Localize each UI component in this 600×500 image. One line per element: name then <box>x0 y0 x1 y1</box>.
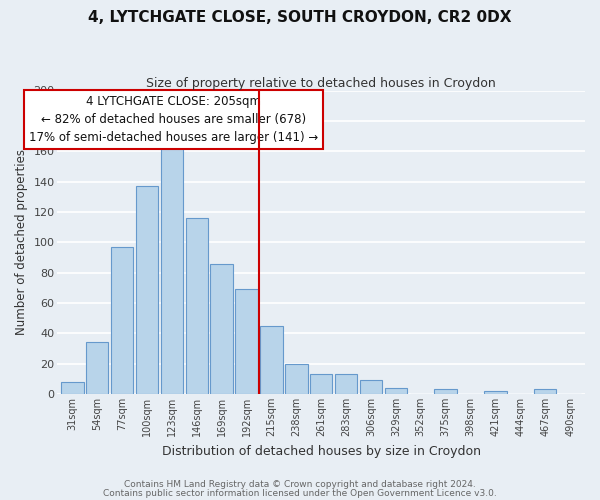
Y-axis label: Number of detached properties: Number of detached properties <box>15 150 28 336</box>
Bar <box>185 218 208 394</box>
Bar <box>235 290 258 394</box>
Bar <box>260 326 283 394</box>
Bar <box>285 364 308 394</box>
Text: 4 LYTCHGATE CLOSE: 205sqm
← 82% of detached houses are smaller (678)
17% of semi: 4 LYTCHGATE CLOSE: 205sqm ← 82% of detac… <box>29 95 318 144</box>
Bar <box>161 144 183 394</box>
Bar <box>385 388 407 394</box>
Text: Contains HM Land Registry data © Crown copyright and database right 2024.: Contains HM Land Registry data © Crown c… <box>124 480 476 489</box>
X-axis label: Distribution of detached houses by size in Croydon: Distribution of detached houses by size … <box>162 444 481 458</box>
Title: Size of property relative to detached houses in Croydon: Size of property relative to detached ho… <box>146 78 496 90</box>
Bar <box>310 374 332 394</box>
Bar <box>211 264 233 394</box>
Bar <box>136 186 158 394</box>
Bar <box>111 247 133 394</box>
Bar <box>335 374 358 394</box>
Bar <box>86 342 109 394</box>
Bar <box>484 391 506 394</box>
Bar <box>61 382 83 394</box>
Bar <box>534 390 556 394</box>
Bar <box>360 380 382 394</box>
Text: Contains public sector information licensed under the Open Government Licence v3: Contains public sector information licen… <box>103 488 497 498</box>
Text: 4, LYTCHGATE CLOSE, SOUTH CROYDON, CR2 0DX: 4, LYTCHGATE CLOSE, SOUTH CROYDON, CR2 0… <box>88 10 512 25</box>
Bar <box>434 390 457 394</box>
